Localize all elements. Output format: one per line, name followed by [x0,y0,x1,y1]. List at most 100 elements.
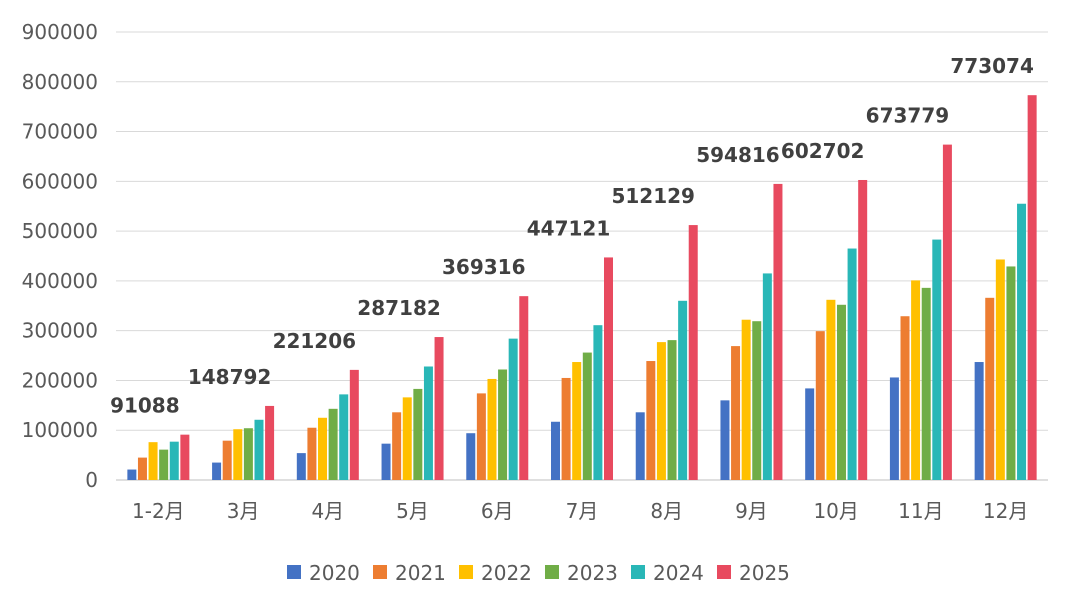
y-tick-label: 400000 [22,269,98,293]
y-tick-label: 900000 [22,20,98,44]
bar-2025-9 [942,144,952,480]
data-label: 221206 [273,329,357,353]
bar-2021-9 [900,316,910,480]
data-label: 91088 [110,394,180,418]
bar-2020-5 [551,421,560,480]
bar-2021-10 [985,297,995,480]
legend-label: 2023 [567,561,618,585]
data-label: 287182 [357,296,441,320]
legend-label: 2020 [309,561,360,585]
data-label: 594816 [696,143,780,167]
data-label: 673779 [866,104,950,128]
bar-2020-1 [212,462,222,480]
bar-2020-8 [805,388,815,480]
data-label: 447121 [527,216,611,240]
data-label: 148792 [188,365,272,389]
bar-2025-1 [265,405,275,480]
bar-2022-4 [487,378,497,480]
bar-2021-7 [731,346,741,480]
y-tick-label: 800000 [22,70,98,94]
bar-2021-1 [222,440,232,480]
legend-swatch-2023 [545,565,559,579]
bar-2021-8 [815,331,825,480]
x-category-label: 1-2月 [132,499,185,523]
bar-2020-0 [127,469,137,480]
bar-2024-10 [1017,203,1027,480]
bar-2025-5 [604,257,613,480]
bar-2022-7 [741,319,751,480]
y-tick-label: 0 [85,468,98,492]
bar-2021-5 [561,377,571,480]
bar-2023-3 [413,388,423,480]
bar-2024-2 [339,394,349,480]
bar-2023-4 [498,369,508,480]
x-category-label: 10月 [813,499,858,523]
y-tick-label: 600000 [22,169,98,193]
bar-2021-4 [476,393,486,480]
bar-2025-4 [519,296,529,480]
bar-2024-7 [762,273,772,480]
bar-2022-8 [826,299,836,480]
legend-label: 2024 [653,561,704,585]
bar-2024-6 [678,300,688,480]
legend-label: 2025 [739,561,790,585]
bar-2024-5 [593,325,603,480]
bar-2023-7 [752,321,762,480]
bar-2025-10 [1027,95,1037,480]
bar-2020-4 [466,433,476,480]
bar-2023-10 [1006,266,1016,480]
bar-2024-0 [169,441,179,480]
bar-2024-3 [423,366,433,480]
y-axis-tick-labels: 0 100000 200000 300000 400000 500000 600000 700… [22,20,98,492]
y-tick-label: 500000 [22,219,98,243]
bar-2022-5 [572,362,582,480]
bar-2025-7 [773,183,783,480]
bar-2022-2 [318,417,328,480]
bar-2021-0 [137,457,147,480]
bar-2025-0 [180,434,190,480]
y-tick-label: 300000 [22,319,98,343]
y-tick-label: 200000 [22,368,98,392]
legend-swatch-2020 [287,565,301,579]
x-category-label: 3月 [227,499,260,523]
legend-swatch-2025 [717,565,731,579]
bar-2021-6 [646,361,656,480]
bar-2022-6 [656,342,666,480]
bar-2025-6 [688,225,698,480]
x-category-label: 7月 [566,499,599,523]
data-labels: 91088 14879222120628718236931644712151212… [110,54,1034,417]
bar-2025-8 [858,179,868,480]
bar-2022-9 [911,280,921,480]
legend: 2020 2021 2022 2023 2024 2025 [287,561,790,585]
bar-2021-3 [392,412,402,480]
bar-2024-1 [254,419,264,480]
bar-2020-10 [974,362,984,480]
bar-2022-3 [402,397,412,480]
bar-2023-8 [836,304,846,480]
x-category-label: 12月 [983,499,1028,523]
bar-2024-9 [932,239,942,480]
bar-2022-1 [233,429,243,480]
legend-swatch-2021 [373,565,387,579]
x-category-label: 9月 [735,499,768,523]
bar-2023-5 [582,352,592,480]
bar-2023-6 [667,340,677,480]
bar-2021-2 [307,427,317,480]
bar-series [127,95,1037,480]
x-category-label: 4月 [311,499,344,523]
bar-2020-3 [381,443,391,480]
data-label: 512129 [611,184,695,208]
bar-2022-0 [148,442,158,480]
bar-2025-3 [434,337,444,480]
x-axis-category-labels: 1-2月 3月 4月 5月 6月 7月 8月 9月 10月 11月 12月 [132,499,1028,523]
legend-swatch-2024 [631,565,645,579]
y-tick-label: 700000 [22,120,98,144]
bar-2023-2 [328,408,338,480]
legend-label: 2022 [481,561,532,585]
bar-2024-4 [508,338,518,480]
legend-label: 2021 [395,561,446,585]
bar-2023-0 [159,449,169,480]
bar-2022-10 [995,259,1005,480]
x-category-label: 6月 [481,499,514,523]
